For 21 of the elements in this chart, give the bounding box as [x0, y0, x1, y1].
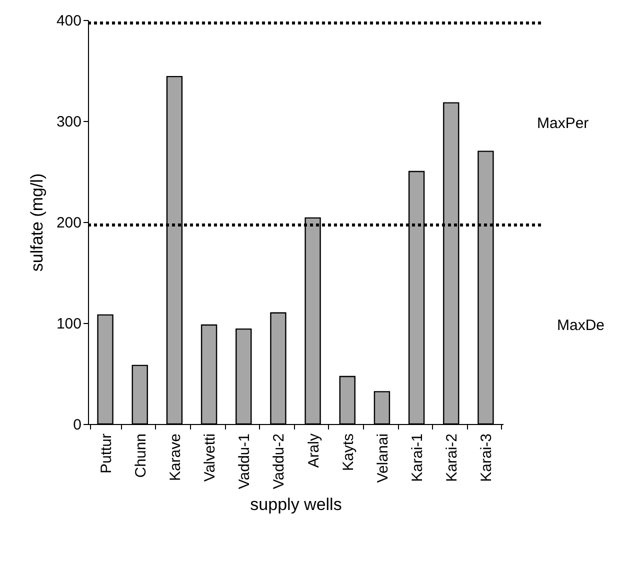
- x-tick-label: Valvetti: [202, 434, 219, 482]
- y-axis-title: sulfate (mg/l): [27, 173, 46, 272]
- y-tick-label: 300: [56, 114, 82, 130]
- x-tick-label: Karai-2: [444, 434, 461, 482]
- x-tick-label: Karai-3: [478, 434, 496, 482]
- y-tick-label: 100: [56, 316, 82, 332]
- y-tick-label: 0: [73, 416, 82, 434]
- x-tick-label: Karave: [166, 434, 184, 482]
- x-axis-title: supply wells: [250, 495, 342, 514]
- x-tick-label: Vaddu-1: [236, 434, 254, 490]
- text: MaxDe: [557, 317, 605, 334]
- x-tick-label: Vaddu-2: [270, 434, 288, 490]
- text: MaxPer: [537, 115, 589, 132]
- x-tick-label: Chunn: [132, 434, 150, 478]
- x-tick-label: Karai-1: [409, 434, 426, 482]
- y-tick-label: 400: [56, 12, 82, 30]
- x-tick-label: Puttur: [98, 434, 115, 474]
- y-tick-label: 200: [56, 214, 82, 232]
- x-tick-label: Araly: [305, 433, 322, 468]
- x-tick-label: Velanai: [374, 434, 392, 483]
- x-tick-label: Kayts: [340, 434, 357, 472]
